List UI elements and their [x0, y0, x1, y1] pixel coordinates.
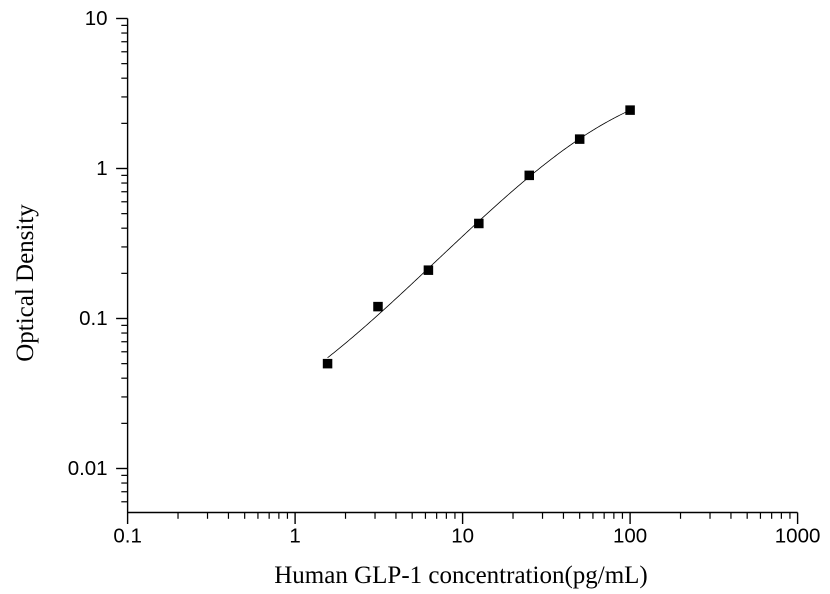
svg-text:1000: 1000	[775, 525, 821, 548]
svg-text:100: 100	[613, 525, 647, 548]
svg-text:1: 1	[289, 525, 300, 548]
svg-text:0.01: 0.01	[68, 457, 108, 480]
svg-text:10: 10	[451, 525, 474, 548]
svg-text:10: 10	[85, 7, 108, 30]
svg-text:0.1: 0.1	[113, 525, 142, 548]
svg-text:1: 1	[96, 157, 107, 180]
svg-text:0.1: 0.1	[79, 307, 108, 330]
